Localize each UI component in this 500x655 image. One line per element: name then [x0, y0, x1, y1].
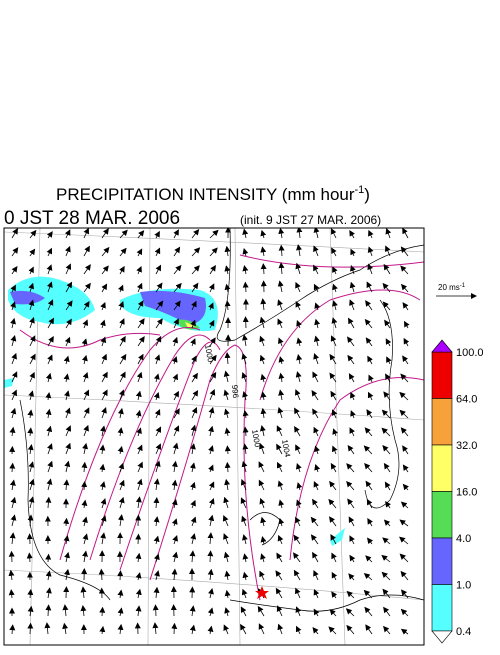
colorbar-segment — [432, 445, 452, 492]
colorbar: 100.0 64.0 32.0 16.0 4.0 1.0 0.4 — [432, 340, 484, 643]
colorbar-top — [432, 340, 452, 352]
map-title: PRECIPITATION INTENSITY (mm hour-1) — [56, 184, 370, 204]
colorbar-label: 100.0 — [456, 347, 484, 359]
colorbar-bottom — [432, 631, 452, 643]
map-area: 1000 996 1000 1004 — [4, 227, 424, 645]
wind-arrow — [156, 605, 157, 616]
contour-label: 996 — [230, 384, 240, 399]
wind-arrow — [138, 535, 139, 545]
colorbar-label: 1.0 — [456, 580, 471, 592]
colorbar-segment — [432, 538, 452, 585]
wind-arrow — [12, 552, 13, 562]
init-time: (init. 9 JST 27 MAR. 2006) — [240, 213, 381, 227]
colorbar-segment — [432, 492, 452, 539]
colorbar-label: 32.0 — [456, 440, 477, 452]
wind-arrow — [246, 317, 247, 328]
colorbar-segment — [432, 585, 452, 632]
colorbar-label: 4.0 — [456, 533, 471, 545]
wind-arrow — [120, 571, 121, 580]
wind-arrow — [66, 519, 67, 526]
wind-scale-label: 20 ms-1 — [438, 283, 466, 292]
valid-time: 0 JST 28 MAR. 2006 — [4, 208, 180, 229]
colorbar-segment — [432, 352, 452, 399]
colorbar-label: 16.0 — [456, 487, 477, 499]
wind-arrow — [174, 624, 175, 634]
colorbar-label: 0.4 — [456, 626, 471, 638]
colorbar-segment — [432, 399, 452, 446]
colorbar-label: 64.0 — [456, 394, 477, 406]
